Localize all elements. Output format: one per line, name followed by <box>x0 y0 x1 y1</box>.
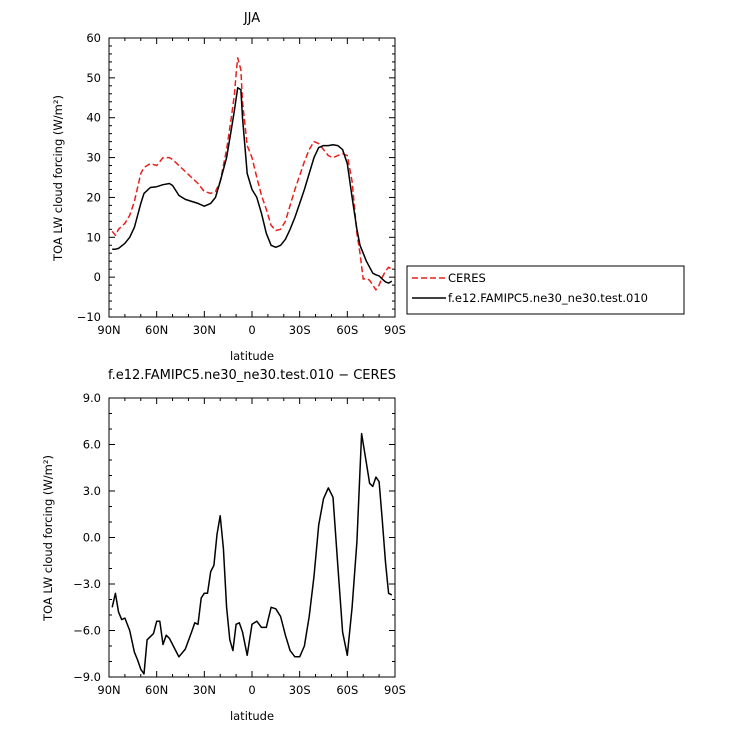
top-panel-ylabel: TOA LW cloud forcing (W/m²) <box>51 95 65 262</box>
top-panel-title: JJA <box>243 11 260 26</box>
bottom-y-tick-label: −9.0 <box>73 670 101 684</box>
top-series-line-1 <box>112 87 393 284</box>
bottom-series-line-0 <box>111 432 393 675</box>
top-x-tick-label: 90N <box>97 323 120 337</box>
top-panel: JJA 90N 60N 30N 0 30S 60S 90S−100102030405060 … <box>51 11 406 363</box>
top-panel-frame <box>108 37 396 318</box>
top-y-tick-label: 60 <box>86 31 101 45</box>
bottom-x-tick-label: 60N <box>145 683 168 697</box>
bottom-x-tick-label: 30S <box>289 683 311 697</box>
top-y-tick-label: 40 <box>86 111 101 125</box>
bottom-y-tick-label: 3.0 <box>83 484 101 498</box>
bottom-x-tick-label: 60S <box>336 683 358 697</box>
top-y-tick-label: −10 <box>77 310 101 324</box>
bottom-y-tick-label: 9.0 <box>83 391 101 405</box>
top-y-tick-label: 30 <box>86 151 101 165</box>
bottom-x-tick-label: 30N <box>193 683 216 697</box>
top-panel-xlabel: latitude <box>230 349 274 363</box>
top-x-tick-label: 0 <box>248 323 255 337</box>
top-x-tick-label: 90S <box>384 323 406 337</box>
bottom-panel-xlabel: latitude <box>230 709 274 723</box>
legend-label-model: f.e12.FAMIPC5.ne30_ne30.test.010 <box>448 291 648 305</box>
top-panel-series <box>111 57 393 291</box>
bottom-y-tick-label: 6.0 <box>83 438 101 452</box>
bottom-panel-title: f.e12.FAMIPC5.ne30_ne30.test.010 − CERES <box>108 368 396 383</box>
top-y-tick-label: 20 <box>86 190 101 204</box>
top-y-tick-label: 10 <box>86 230 101 244</box>
top-panel-tick-labels: 90N 60N 30N 0 30S 60S 90S −10 0 10 20 30 40 50 60 <box>77 31 406 337</box>
bottom-panel-ylabel: TOA LW cloud forcing (W/m²) <box>41 455 55 622</box>
top-x-tick-label: 60S <box>336 323 358 337</box>
bottom-y-tick-label: −3.0 <box>73 577 101 591</box>
bottom-panel-frame <box>108 397 396 678</box>
top-y-tick-label: 50 <box>86 71 101 85</box>
top-y-tick-label: 0 <box>94 270 101 284</box>
legend: CERES f.e12.FAMIPC5.ne30_ne30.test.010 <box>406 265 685 315</box>
bottom-x-tick-label: 90S <box>384 683 406 697</box>
top-x-tick-label: 30S <box>289 323 311 337</box>
legend-label-ceres: CERES <box>448 271 486 285</box>
bottom-panel-tick-labels: 90N 60N 30N 0 30S 60S 90S −9.0 −6.0 −3.0 0.0 3.0 6.0… <box>73 391 406 697</box>
top-x-tick-label: 60N <box>145 323 168 337</box>
bottom-x-tick-label: 90N <box>97 683 120 697</box>
bottom-x-tick-label: 0 <box>248 683 255 697</box>
legend-box <box>406 265 685 315</box>
top-x-tick-label: 30N <box>193 323 216 337</box>
top-series-line-0 <box>111 57 393 291</box>
bottom-panel: f.e12.FAMIPC5.ne30_ne30.test.010 − CERES… <box>41 368 406 723</box>
bottom-y-tick-label: 0.0 <box>83 531 101 545</box>
bottom-panel-series <box>111 432 393 675</box>
bottom-y-tick-label: −6.0 <box>73 624 101 638</box>
